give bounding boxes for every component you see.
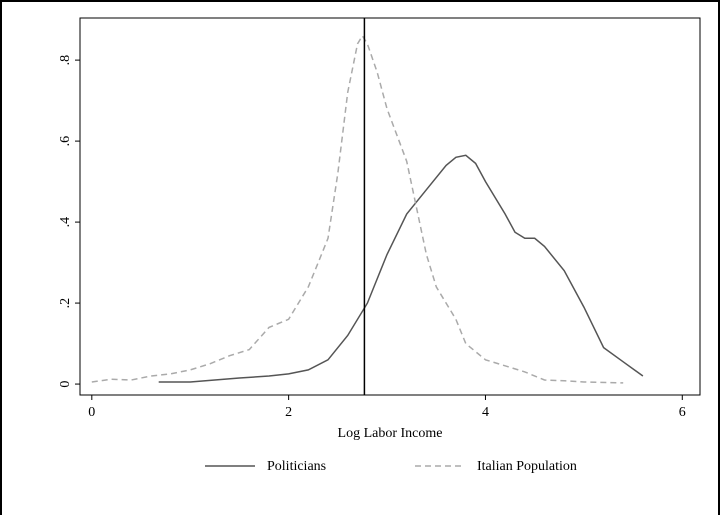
density-line xyxy=(158,154,644,383)
x-axis-label: Log Labor Income xyxy=(338,426,443,441)
y-tick-label: .6 xyxy=(58,136,73,147)
x-tick-label: 2 xyxy=(285,405,292,420)
legend-label: Italian Population xyxy=(477,459,577,474)
density-line xyxy=(91,34,624,384)
x-tick-label: 4 xyxy=(482,405,489,420)
plot-frame xyxy=(79,17,701,396)
legend-label: Politicians xyxy=(267,459,326,474)
y-tick-label: .4 xyxy=(58,217,73,228)
y-tick-label: .2 xyxy=(58,298,73,309)
x-tick-label: 0 xyxy=(88,405,95,420)
y-tick-label: 0 xyxy=(58,381,73,388)
y-tick-label: .8 xyxy=(58,55,73,66)
x-tick-label: 6 xyxy=(679,405,686,420)
